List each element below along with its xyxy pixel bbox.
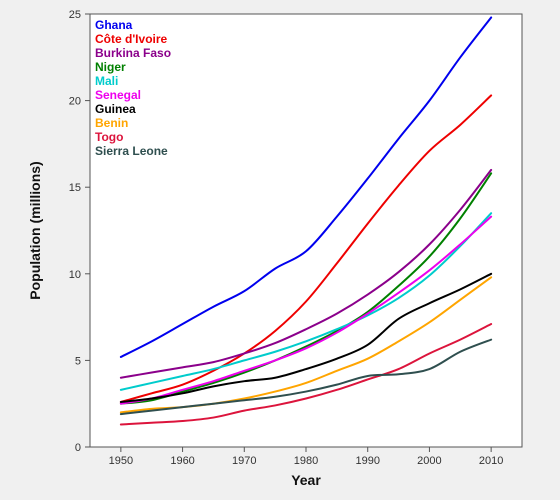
series-line-togo bbox=[119, 323, 493, 426]
x-tick-label: 1960 bbox=[170, 455, 194, 467]
x-tick-label: 1980 bbox=[294, 455, 318, 467]
legend-entry-ghana: Ghana bbox=[95, 18, 133, 32]
y-tick-label: 15 bbox=[69, 182, 81, 194]
y-tick-label: 25 bbox=[69, 9, 81, 21]
series-line-burkina-faso bbox=[119, 168, 493, 379]
y-tick-label: 0 bbox=[75, 442, 81, 454]
x-tick-label: 2000 bbox=[417, 455, 441, 467]
x-tick-label: 1970 bbox=[232, 455, 256, 467]
legend-entry-togo: Togo bbox=[95, 130, 123, 144]
y-axis-title: Population (millions) bbox=[27, 161, 43, 299]
legend-entry-mali: Mali bbox=[95, 74, 118, 88]
legend-entry-guinea: Guinea bbox=[95, 102, 136, 116]
x-tick-label: 1950 bbox=[109, 455, 133, 467]
y-tick-label: 10 bbox=[69, 269, 81, 281]
axis-ticks: 1950 1960 1970 1980 1990 2000 2010 0 5 10 15 20 25 bbox=[69, 9, 504, 467]
x-tick-label: 2010 bbox=[479, 455, 503, 467]
x-tick-label: 1990 bbox=[355, 455, 379, 467]
legend-entry-burkina-faso: Burkina Faso bbox=[95, 46, 171, 60]
series-line-niger bbox=[119, 172, 493, 405]
series-lines bbox=[119, 16, 493, 426]
legend-entry-sierra-leone: Sierra Leone bbox=[95, 144, 168, 158]
series-line-mali bbox=[119, 212, 493, 391]
y-tick-label: 5 bbox=[75, 355, 81, 367]
legend-entry-niger: Niger bbox=[95, 60, 126, 74]
legend-entry-cote-d-ivoire: Côte d'Ivoire bbox=[95, 32, 168, 46]
y-tick-label: 20 bbox=[69, 96, 81, 108]
series-line-sierra-leone bbox=[119, 338, 493, 416]
series-line-cote-d-ivoire bbox=[119, 94, 493, 403]
x-axis-title: Year bbox=[291, 472, 321, 488]
series-line-guinea bbox=[119, 272, 493, 403]
series-line-ghana bbox=[119, 16, 493, 358]
series-line-senegal bbox=[119, 215, 493, 405]
legend-entry-senegal: Senegal bbox=[95, 88, 141, 102]
legend-entry-benin: Benin bbox=[95, 116, 128, 130]
